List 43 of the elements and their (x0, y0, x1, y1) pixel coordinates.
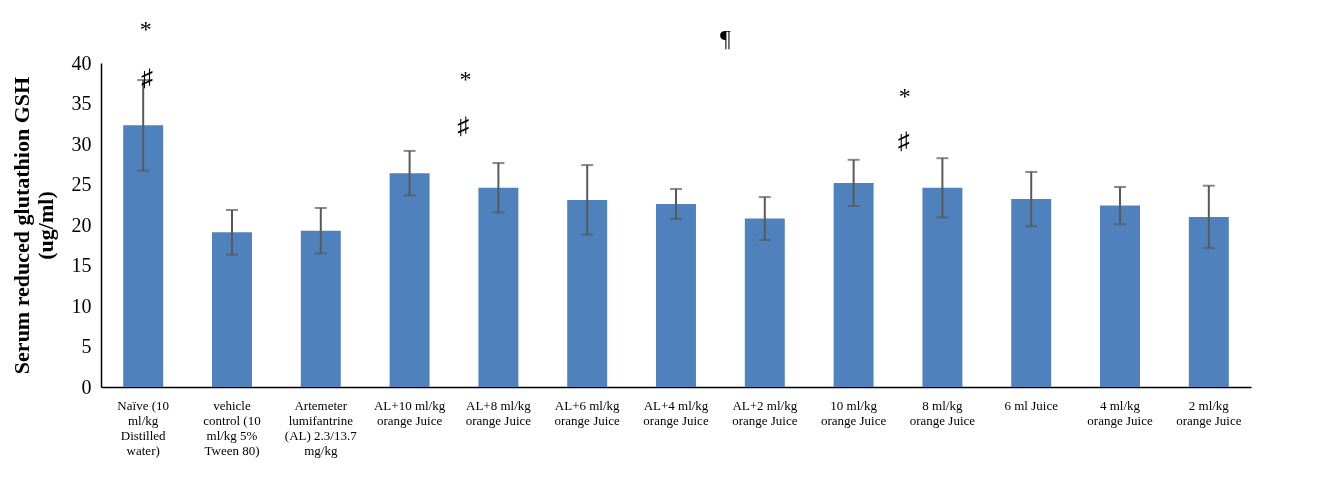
x-tick-label: 2 ml/kg orange Juice (1176, 397, 1242, 428)
y-tick-label: 35 (71, 92, 92, 114)
x-tick-label: 4 ml/kg orange Juice (1087, 397, 1153, 428)
bar (478, 187, 519, 387)
bar (212, 232, 252, 387)
x-tick-label: AL+2 ml/kg orange Juice (732, 397, 798, 428)
bar (389, 173, 430, 387)
x-tick-label: 8 ml/kg orange Juice (909, 397, 976, 428)
y-tick-label: 15 (71, 254, 92, 276)
bar (300, 230, 341, 387)
bar (1100, 205, 1140, 387)
y-tick-label: 5 (81, 335, 92, 357)
bar (833, 182, 874, 387)
bar (656, 203, 696, 387)
bar (922, 187, 963, 387)
x-tick-label: vehicle control (10 ml/kg 5% Tween 80) (203, 397, 261, 458)
bar (1011, 199, 1052, 387)
y-tick-label: 10 (71, 294, 92, 317)
annotation: ♯ (457, 113, 470, 139)
y-tick-label: 40 (71, 51, 92, 74)
x-tick-label: 6 ml Juice (1004, 397, 1059, 413)
y-tick-label: 20 (71, 213, 92, 236)
bar (567, 199, 608, 387)
bar (123, 125, 164, 387)
text: ¶ (720, 25, 732, 51)
annotation: * (459, 66, 472, 92)
x-tick-label: Naïve (10 ml/kg Distilled water) (117, 397, 169, 458)
annotation: * (898, 83, 911, 109)
bar (744, 218, 785, 387)
x-tick-label: AL+10 ml/kg orange Juice (373, 397, 446, 428)
x-tick-label: AL+8 ml/kg orange Juice (465, 397, 532, 428)
annotation: ♯ (897, 128, 910, 154)
bar (1188, 216, 1229, 387)
x-tick-label: Artemeter lumifantrine (AL) 2.3/13.7 mg/kg (284, 397, 358, 458)
annotation: ♯ (141, 65, 153, 91)
y-axis-title: Serum reduced glutathion GSH (ug/ml) (8, 76, 58, 375)
y-tick-label: 0 (81, 375, 92, 398)
x-tick-label: 10 ml/kg orange Juice (820, 397, 887, 428)
y-tick-label: 30 (71, 132, 92, 155)
x-tick-label: AL+4 ml/kg orange Juice (643, 397, 709, 428)
text: * (139, 16, 152, 42)
x-tick-label: AL+6 ml/kg orange Juice (554, 397, 621, 428)
y-tick-label: 25 (71, 173, 92, 195)
